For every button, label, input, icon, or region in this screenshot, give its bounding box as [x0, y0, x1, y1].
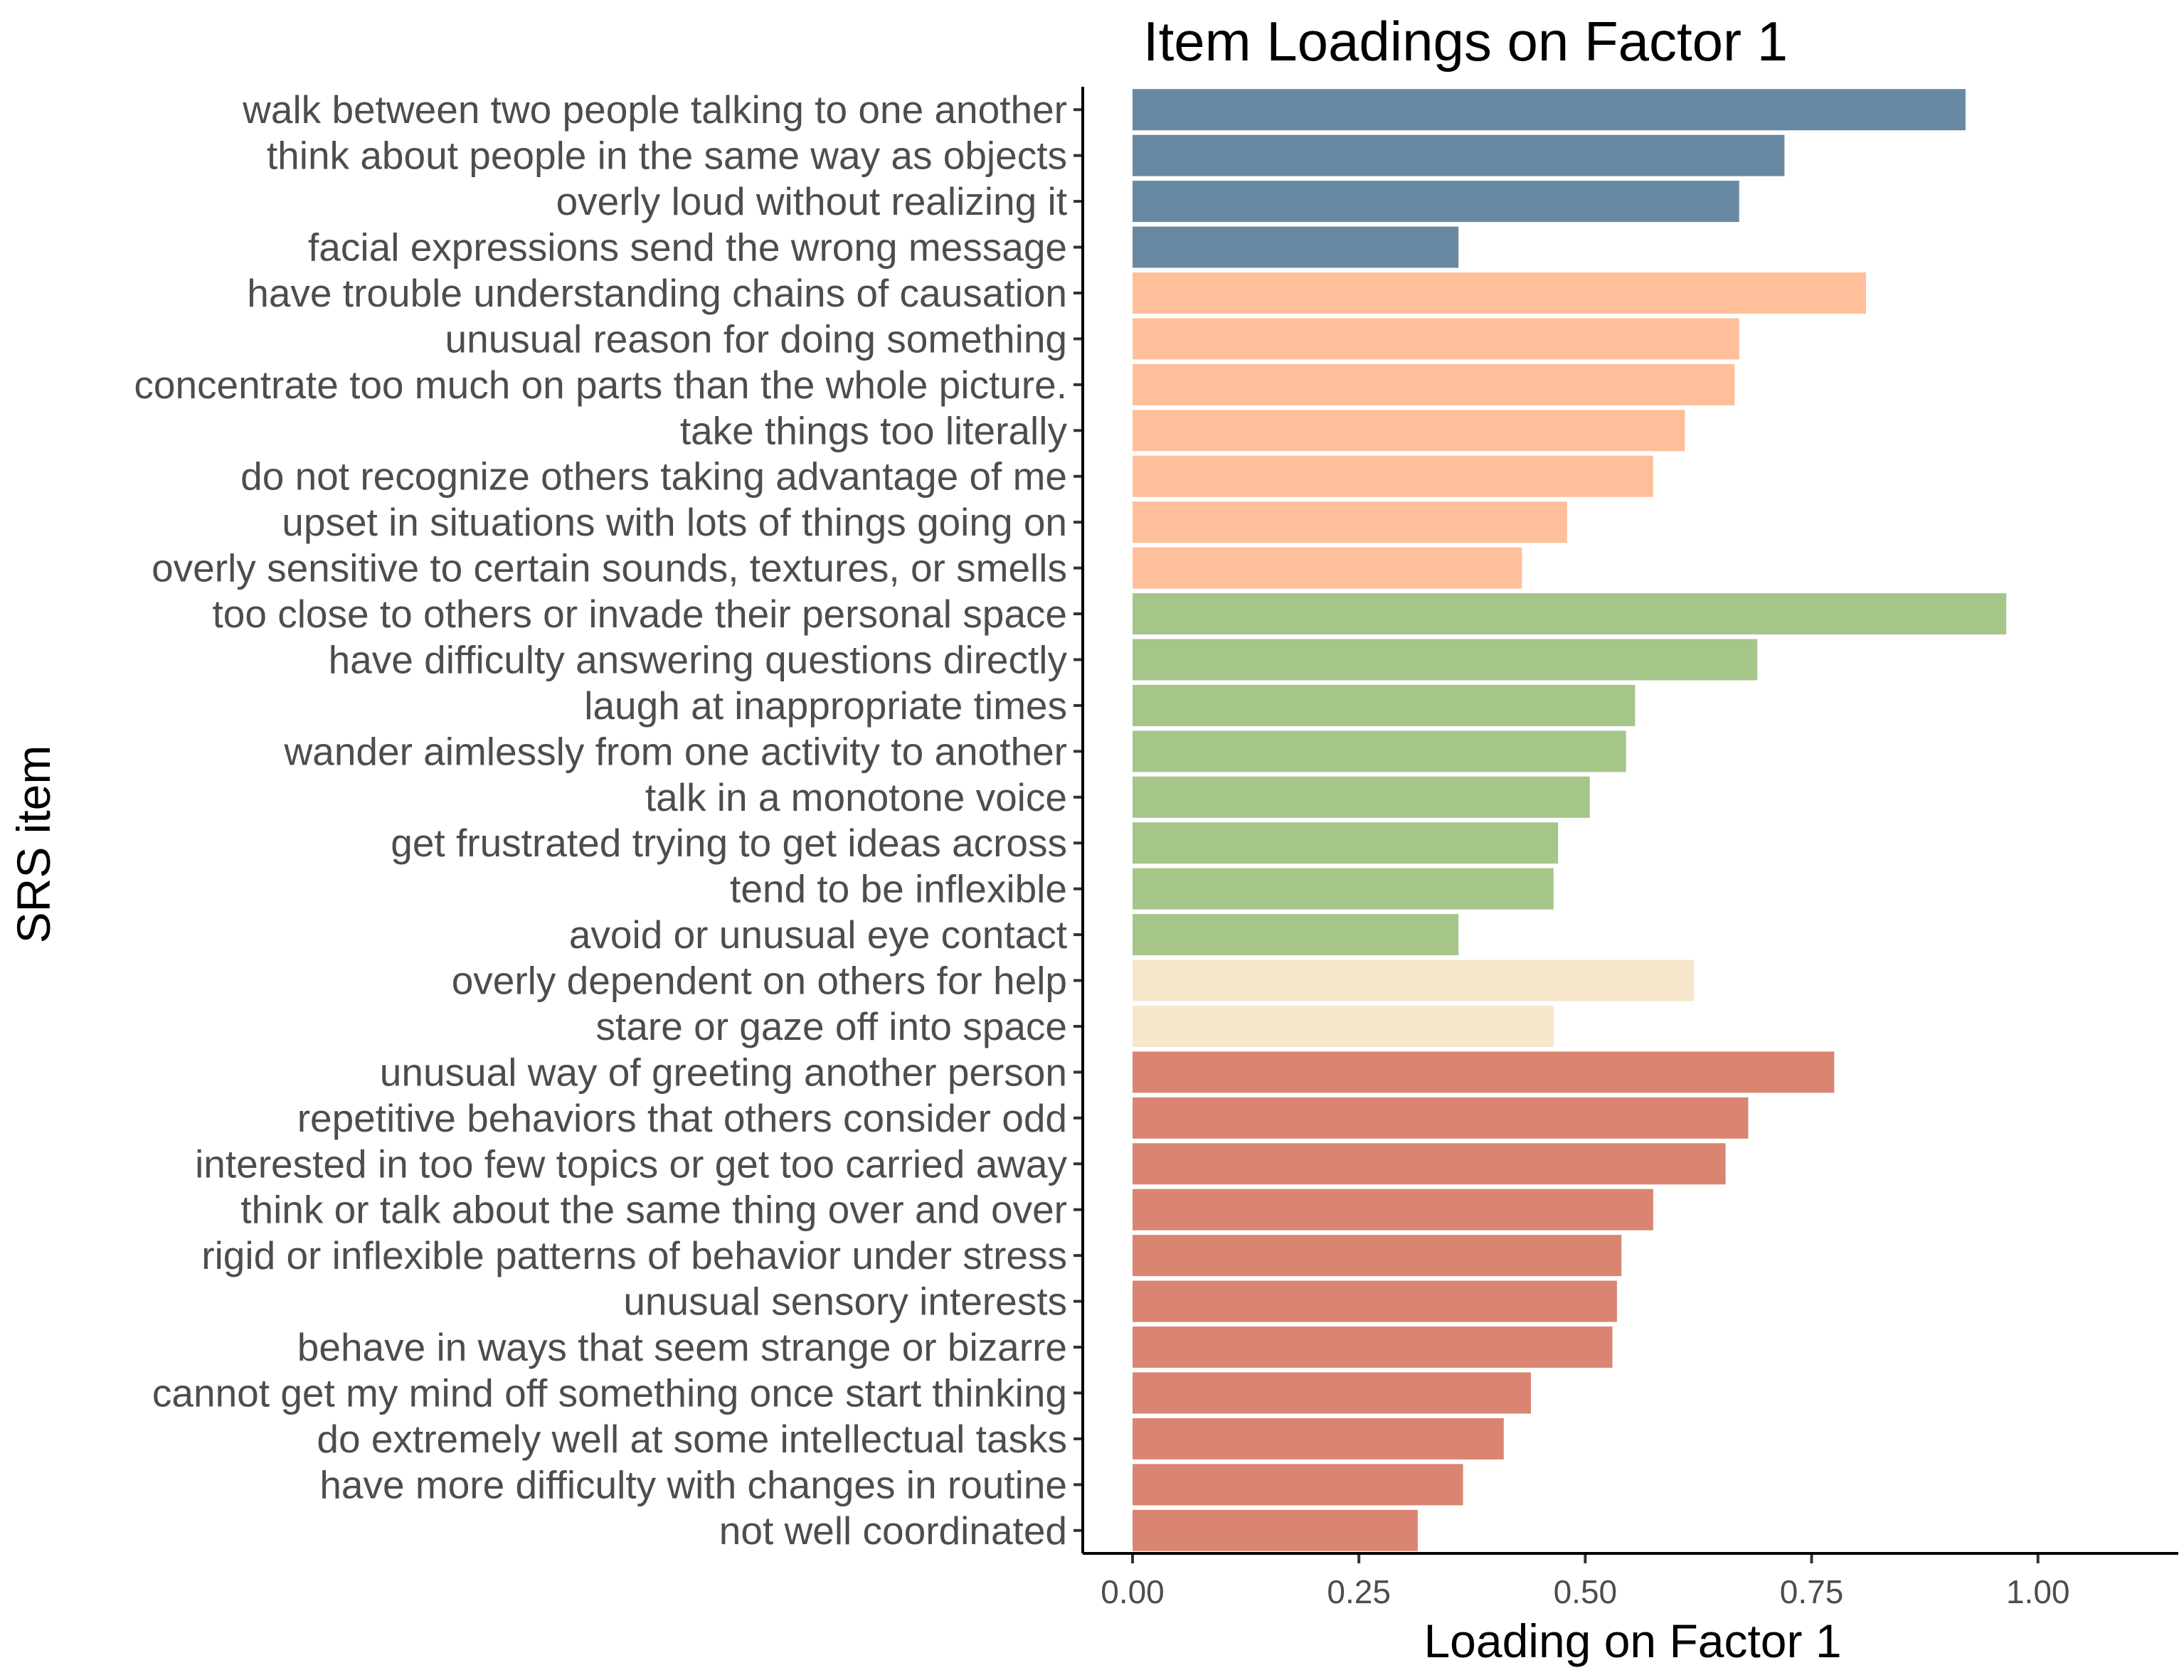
y-tick-label: cannot get my mind off something once st…: [152, 1371, 1067, 1415]
bar-17: [1133, 822, 1559, 864]
bar-21: [1133, 1005, 1554, 1047]
y-tick-label: interested in too few topics or get too …: [195, 1142, 1067, 1186]
y-tick-label: unusual sensory interests: [623, 1280, 1067, 1324]
x-ticks: 0.00 0.25 0.50 0.75 1.00: [1101, 1553, 2069, 1610]
y-tick-label: not well coordinated: [719, 1509, 1067, 1553]
y-tick-label: facial expressions send the wrong messag…: [308, 225, 1067, 270]
bar-20: [1133, 959, 1695, 1001]
bar-23: [1133, 1097, 1749, 1139]
bar-1: [1133, 89, 1966, 131]
y-tick-label: overly sensitive to certain sounds, text…: [152, 546, 1067, 590]
bar-30: [1133, 1418, 1504, 1460]
bar-2: [1133, 134, 1785, 176]
bar-16: [1133, 776, 1590, 818]
y-axis-title: SRS item: [7, 745, 60, 944]
bar-8: [1133, 410, 1685, 452]
y-tick-label: overly dependent on others for help: [452, 959, 1067, 1003]
y-tick-label: have trouble understanding chains of cau…: [247, 271, 1067, 315]
y-tick-label: wander aimlessly from one activity to an…: [284, 729, 1067, 773]
y-tick-label: do extremely well at some intellectual t…: [317, 1417, 1067, 1461]
y-tick-label: get frustrated trying to get ideas acros…: [391, 821, 1067, 865]
y-tick-labels: walk between two people talking to one a…: [134, 87, 1083, 1553]
bar-6: [1133, 318, 1739, 360]
bar-26: [1133, 1235, 1622, 1277]
y-tick-label: concentrate too much on parts than the w…: [134, 363, 1067, 407]
x-tick-label: 1.00: [2006, 1573, 2070, 1610]
y-tick-label: do not recognize others taking advantage…: [240, 454, 1067, 499]
bar-14: [1133, 684, 1636, 726]
x-tick-label: 0.25: [1327, 1573, 1391, 1610]
y-tick-label: laugh at inappropriate times: [584, 684, 1067, 728]
x-tick-label: 0.50: [1554, 1573, 1618, 1610]
bar-3: [1133, 181, 1739, 223]
bar-15: [1133, 730, 1626, 772]
y-tick-label: unusual reason for doing something: [445, 317, 1067, 361]
bar-22: [1133, 1051, 1835, 1093]
bar-19: [1133, 914, 1459, 956]
bar-18: [1133, 868, 1554, 910]
bar-29: [1133, 1372, 1531, 1414]
bar-27: [1133, 1280, 1617, 1322]
bar-32: [1133, 1509, 1418, 1551]
bar-4: [1133, 226, 1459, 268]
x-axis-title: Loading on Factor 1: [1424, 1615, 1841, 1667]
y-tick-label: think about people in the same way as ob…: [267, 134, 1067, 178]
bar-24: [1133, 1143, 1726, 1185]
x-tick-label: 0.75: [1780, 1573, 1844, 1610]
y-tick-label: have difficulty answering questions dire…: [329, 637, 1068, 681]
y-tick-label: walk between two people talking to one a…: [242, 87, 1067, 132]
y-tick-label: overly loud without realizing it: [556, 179, 1067, 223]
chart-title: Item Loadings on Factor 1: [1143, 10, 1788, 73]
x-tick-label: 0.00: [1101, 1573, 1165, 1610]
y-tick-label: too close to others or invade their pers…: [212, 592, 1067, 636]
bar-7: [1133, 363, 1735, 405]
bar-9: [1133, 455, 1653, 497]
bar-12: [1133, 593, 2007, 635]
y-tick-label: stare or gaze off into space: [596, 1004, 1067, 1048]
y-tick-label: upset in situations with lots of things …: [282, 500, 1067, 544]
y-tick-label: repetitive behaviors that others conside…: [297, 1096, 1067, 1140]
bar-11: [1133, 547, 1522, 589]
y-tick-label: avoid or unusual eye contact: [569, 913, 1067, 957]
bar-31: [1133, 1464, 1463, 1506]
y-tick-label: behave in ways that seem strange or biza…: [297, 1325, 1067, 1369]
y-tick-label: talk in a monotone voice: [645, 775, 1067, 819]
y-tick-label: unusual way of greeting another person: [380, 1050, 1067, 1094]
bars-group: [1133, 89, 2007, 1551]
bar-5: [1133, 272, 1866, 314]
y-tick-label: have more difficulty with changes in rou…: [319, 1462, 1067, 1506]
y-tick-label: take things too literally: [680, 408, 1068, 452]
bar-13: [1133, 639, 1758, 681]
y-tick-label: tend to be inflexible: [730, 867, 1067, 911]
bar-10: [1133, 501, 1567, 543]
bar-28: [1133, 1327, 1613, 1368]
bar-25: [1133, 1189, 1653, 1230]
y-tick-label: rigid or inflexible patterns of behavior…: [201, 1233, 1067, 1277]
y-tick-label: think or talk about the same thing over …: [240, 1188, 1067, 1232]
